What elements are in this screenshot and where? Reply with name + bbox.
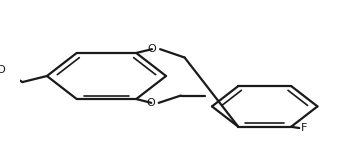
Text: O: O	[148, 44, 156, 54]
Text: F: F	[301, 123, 307, 133]
Text: O: O	[0, 65, 5, 75]
Text: O: O	[147, 98, 156, 108]
